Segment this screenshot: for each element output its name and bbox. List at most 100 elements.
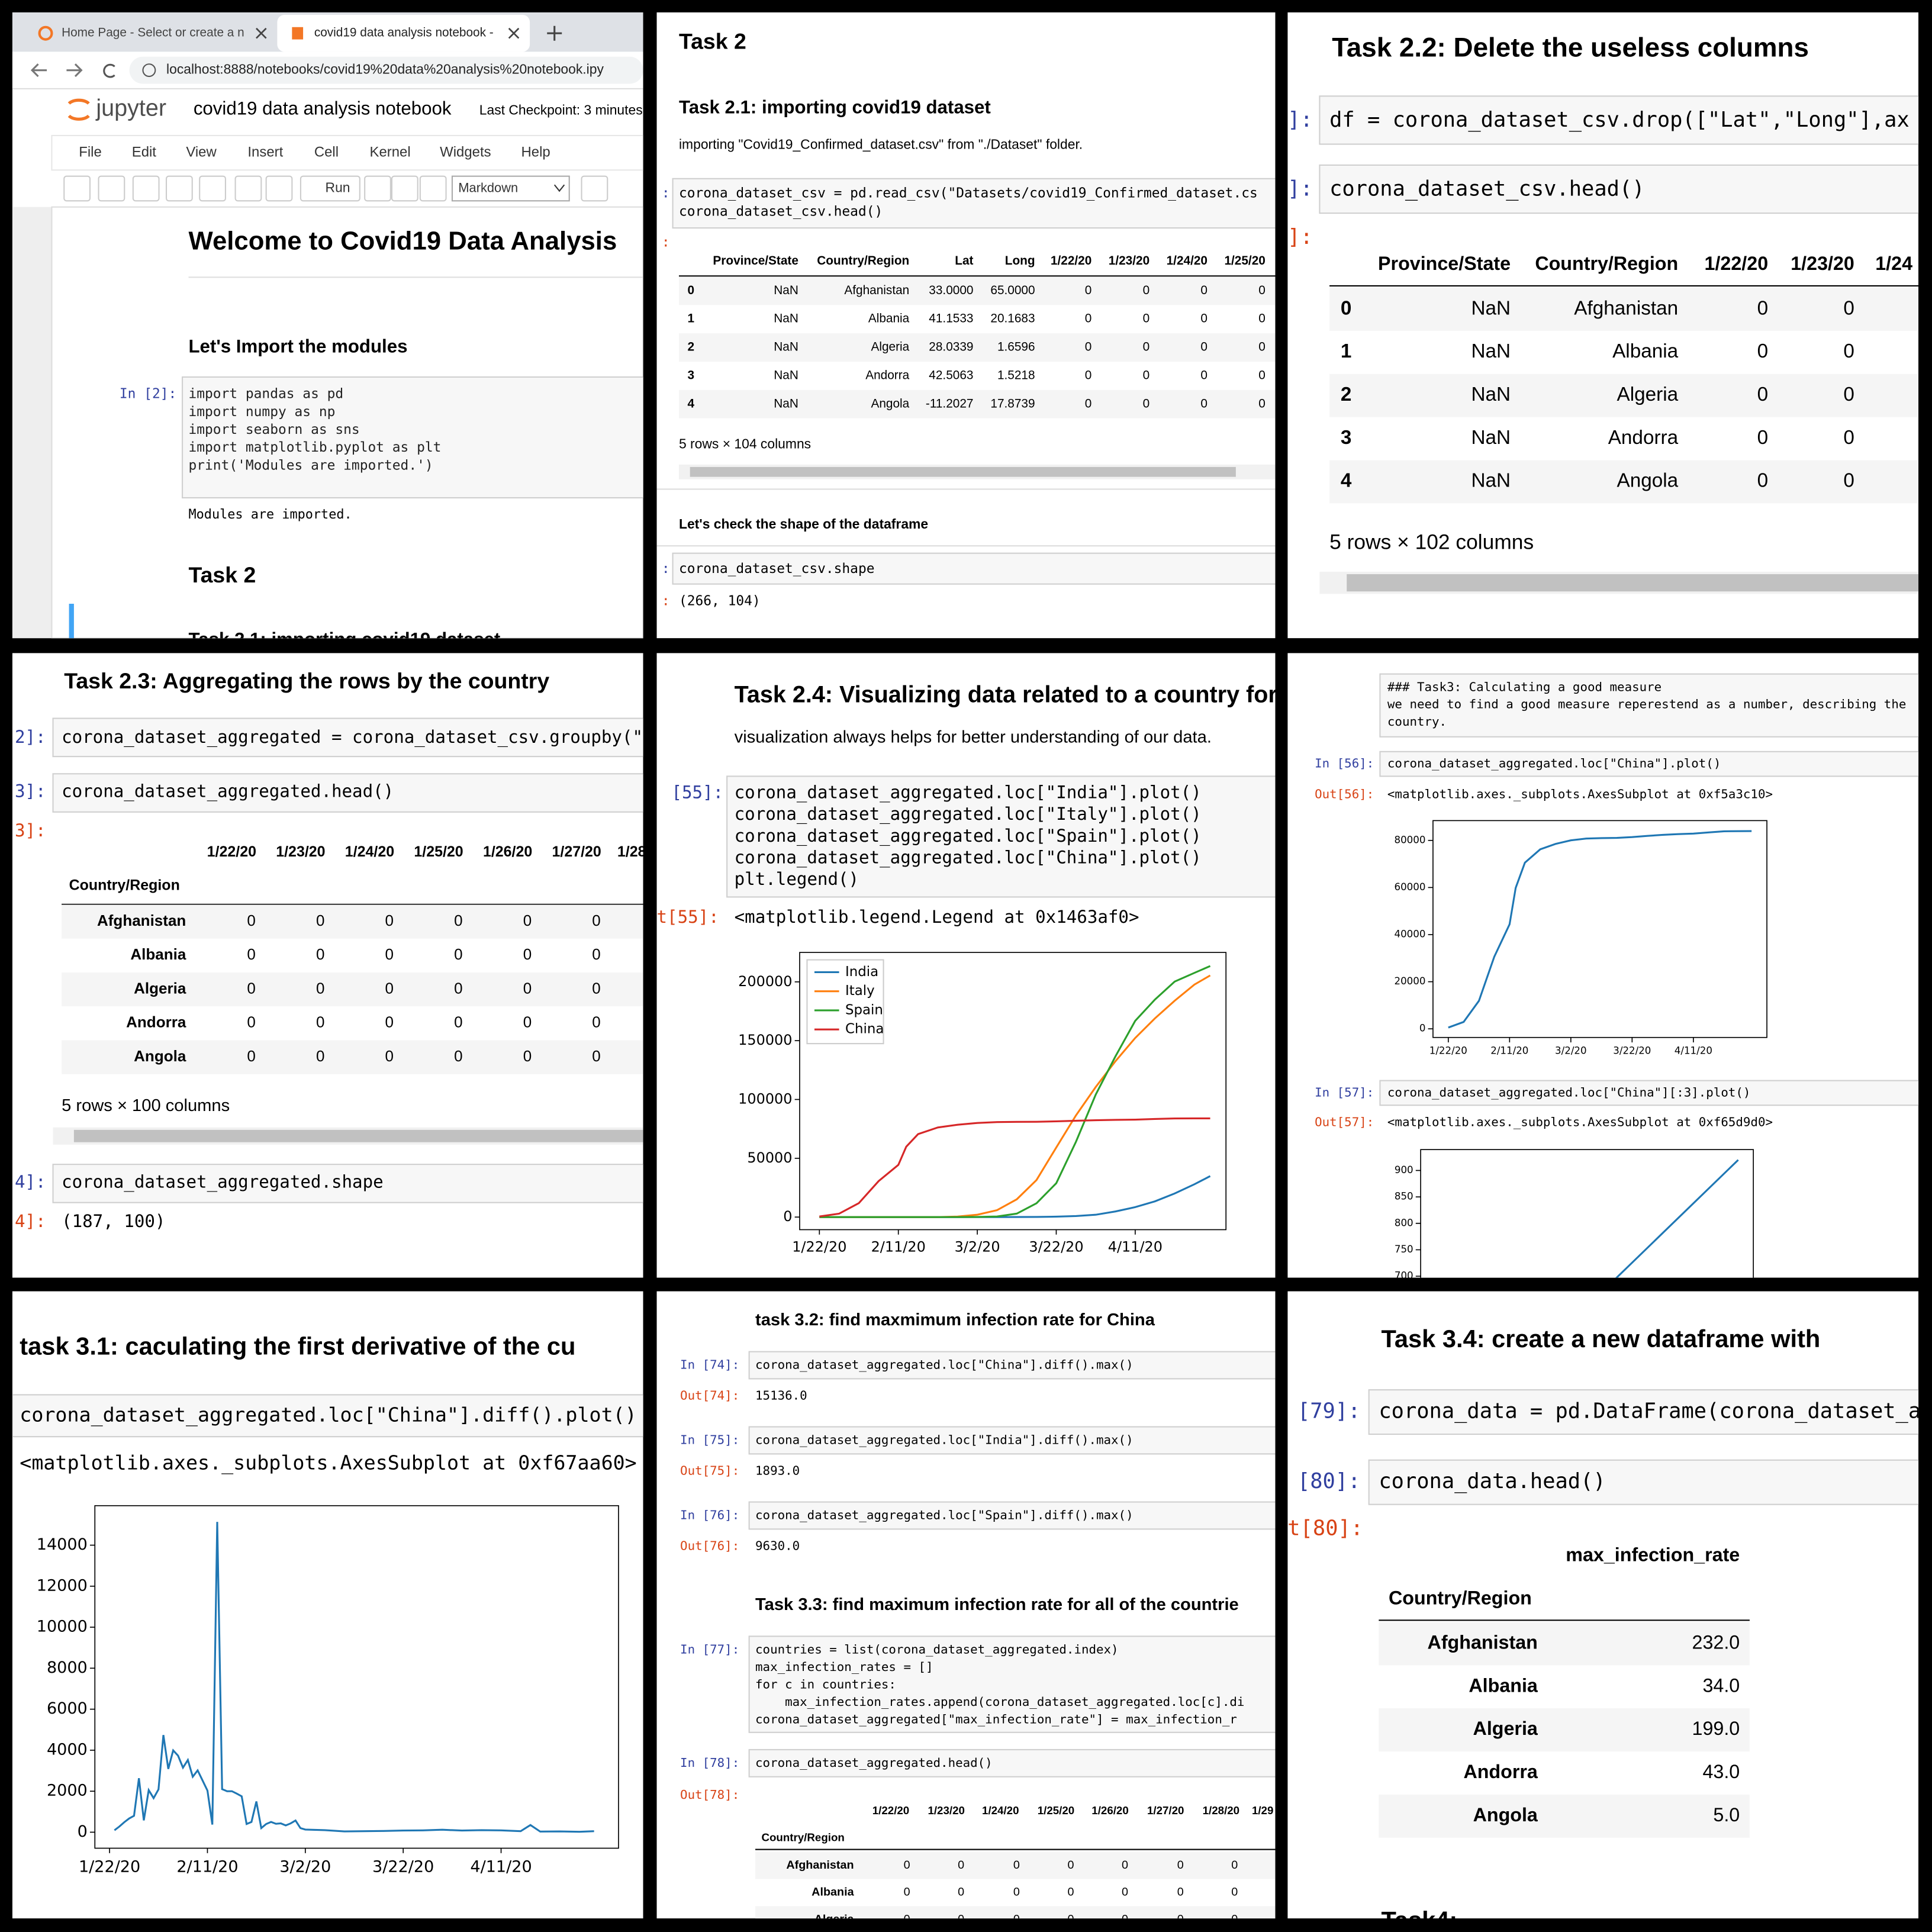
row-stripe [678,333,1276,362]
table-cell: 0 [958,1912,964,1925]
table-cell: 199.0 [1692,1718,1740,1739]
out-prompt: 3]: [15,820,46,841]
code-cell [1379,673,1919,738]
panel-welcome: Home Page - Select or create a n covid19 … [12,12,643,639]
code-cell [52,773,643,813]
line-series [114,1522,594,1833]
menu-item[interactable]: Widgets [440,144,491,160]
scrollbar-thumb[interactable] [73,1129,643,1142]
code-cell [748,1351,1276,1380]
out-prompt: Out[76]: [680,1538,739,1553]
index-name: Country/Region [1389,1587,1532,1608]
x-tick-label: 2/11/20 [1490,1045,1528,1057]
code-line: for c in countries: [755,1677,896,1691]
toolbar-button[interactable] [364,175,391,202]
toolbar-button[interactable] [391,175,418,202]
table-cell: Afghanistan [1574,297,1678,319]
row-index: 1 [1341,340,1352,362]
table-cell: 43.0 [1702,1761,1740,1782]
table-cell: 65.0000 [990,284,1035,297]
active-tab [277,14,530,52]
forward-button[interactable] [66,63,83,78]
subheading: Let's check the shape of the dataframe [679,516,928,532]
table-cell: Albania [1612,340,1679,362]
output: <matplotlib.axes._subplots.AxesSubplot a… [1387,1115,1773,1129]
prompt: [79]: [1297,1399,1361,1424]
code-cell [748,1501,1276,1530]
table-cell: 33.0000 [929,284,973,297]
y-tick-label: 0 [783,1208,792,1225]
back-button[interactable] [30,63,47,78]
code-line: corona_dataset_aggregated.loc["China"][:… [1387,1085,1751,1099]
table-cell: 0 [316,912,324,929]
code-cell [182,376,643,499]
table-cell: 5.0 [1713,1804,1740,1825]
y-tick-label: 800 [1395,1217,1413,1228]
table-cell: Andorra [865,368,909,382]
toolbar-button[interactable] [98,175,125,202]
column-header: 1/24/20 [982,1804,1019,1817]
y-tick-label: 4000 [47,1740,88,1759]
table-cell: 0 [1757,470,1769,492]
cell-type-select[interactable] [451,175,570,202]
heading: Task 2.3: Aggregating the rows by the co… [64,668,549,693]
toolbar-button[interactable] [581,175,608,202]
table-cell: 0 [1067,1912,1074,1925]
y-tick-label: 14000 [37,1535,88,1554]
menu-item[interactable]: Edit [132,144,157,160]
reload-button[interactable] [103,63,115,78]
toolbar-button[interactable] [265,175,293,202]
tab-title[interactable]: covid19 data analysis notebook - [314,26,494,40]
y-tick-label: 10000 [37,1618,88,1636]
toolbar-button[interactable] [63,175,91,202]
code-line: corona_dataset_aggregated.loc["Spain"].p… [735,826,1202,846]
table-cell: 0 [1843,384,1854,405]
x-tick-label: 3/22/20 [1613,1045,1651,1057]
menu-item[interactable]: Help [521,144,550,160]
table-cell: 0 [385,945,394,963]
code-line: import pandas as pd [188,387,343,402]
menu-item[interactable]: Kernel [369,144,410,160]
prompt: In [57]: [1315,1085,1374,1099]
menu-item[interactable]: View [186,144,217,160]
tab-title[interactable]: Home Page - Select or create a n [62,26,244,40]
table-cell: 0 [1143,368,1150,382]
table-cell: 0 [385,1047,394,1065]
row-index: Albania [130,945,186,963]
out-prompt: ]: [1287,225,1313,249]
toolbar-button[interactable] [132,175,160,202]
scrollbar-thumb[interactable] [690,466,1236,477]
output: (266, 104) [679,593,761,608]
table-cell: 0 [958,1886,964,1899]
table-cell: 0 [1177,1886,1184,1899]
menu-item[interactable]: Cell [314,144,339,160]
y-tick-label: 50000 [747,1149,792,1166]
panel-task23: Task 2.3: Aggregating the rows by the co… [12,653,646,1278]
x-tick-label: 3/22/20 [372,1858,434,1876]
toolbar-button[interactable] [419,175,447,202]
notebook-title: covid19 data analysis notebook [194,98,452,119]
toolbar-button[interactable] [165,175,193,202]
x-tick-label: 4/11/20 [470,1858,532,1876]
prompt: 3]: [15,781,46,801]
y-tick-label: 100000 [738,1090,792,1107]
menu-item[interactable]: File [79,144,102,160]
code-cell [1379,1080,1919,1106]
table-cell: 0 [958,1859,964,1872]
menu-item[interactable]: Insert [247,144,283,160]
row-index: 4 [1341,470,1352,492]
run-button[interactable] [300,175,360,202]
x-tick-label: 1/22/20 [1429,1045,1467,1057]
column-header: 1/23/20 [276,843,325,860]
toolbar-button[interactable] [234,175,262,202]
line-series [819,965,1211,1218]
toolbar-button[interactable] [199,175,226,202]
column-header: Lat [955,254,973,268]
jupyter-logo [67,98,90,105]
table-cell: 0 [1143,397,1150,410]
column-header: 1/28 [617,843,646,860]
tab-close [508,27,520,39]
scrollbar-thumb[interactable] [1347,574,1919,592]
paragraph: importing "Covid19_Confirmed_dataset.csv… [679,137,1083,152]
x-tick-label: 2/11/20 [176,1858,238,1876]
